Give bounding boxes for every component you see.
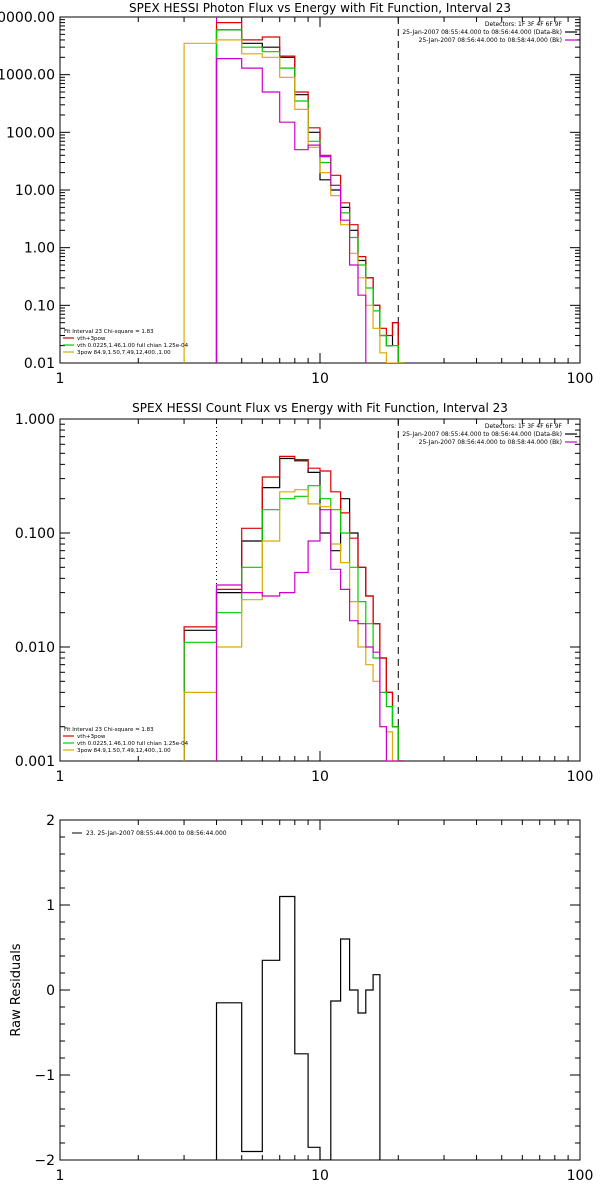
y-tick-label: −1 bbox=[34, 1068, 55, 1084]
y-tick-label: 10000.00 bbox=[0, 10, 55, 26]
fit-legend-line: Fit Interval 23 Chi-square = 1.83 bbox=[64, 329, 154, 335]
fit-legend-line: 3pow 84.9,1.50,7.49,12,400.,1.00 bbox=[77, 748, 171, 754]
y-tick-label: 1.00 bbox=[24, 241, 55, 257]
header-line: 25-Jan-2007 08:55:44.000 to 08:56:44.000… bbox=[402, 29, 562, 36]
fit-legend-line: vth+3pow bbox=[77, 336, 106, 342]
data-layer bbox=[183, 419, 404, 761]
series-line-1 bbox=[215, 895, 381, 1160]
y-tick-label: 10.00 bbox=[15, 183, 55, 199]
x-tick-label: 1 bbox=[56, 1168, 65, 1184]
fit-legend-line: vth 0.0225,1.46,1.00 full chian 1.25e-04 bbox=[77, 343, 189, 349]
y-tick-label: 0.100 bbox=[15, 526, 55, 542]
y-tick-label: 0 bbox=[46, 983, 55, 999]
plot-frame bbox=[59, 16, 581, 364]
y-tick-label: 0.10 bbox=[24, 298, 55, 314]
y-tick-label: 0.010 bbox=[15, 640, 55, 656]
fit-legend-line: Fit Interval 23 Chi-square = 1.83 bbox=[64, 727, 154, 733]
y-tick-label: 0.01 bbox=[24, 356, 55, 372]
x-tick-label: 100 bbox=[567, 769, 594, 785]
chart-panel-2: SPEX HESSI Count Flux vs Energy with Fit… bbox=[15, 401, 593, 785]
chart-panel-1: SPEX HESSI Photon Flux vs Energy with Fi… bbox=[0, 1, 593, 387]
y-tick-label: 1000.00 bbox=[0, 68, 55, 84]
x-tick-label: 100 bbox=[567, 1168, 594, 1184]
x-tick-label: 10 bbox=[311, 371, 329, 387]
data-layer bbox=[183, 17, 404, 363]
header-line: 25-Jan-2007 08:55:44.000 to 08:56:44.000… bbox=[402, 431, 562, 438]
data-layer bbox=[215, 895, 381, 1160]
plot-frame bbox=[59, 819, 581, 1161]
header-line: 25-Jan-2007 08:56:44.000 to 08:58:44.000… bbox=[419, 439, 562, 446]
fit-legend-line: vth 0.0225,1.46,1.00 full chian 1.25e-04 bbox=[77, 741, 189, 747]
series-line-4 bbox=[183, 39, 404, 363]
x-tick-label: 10 bbox=[311, 769, 329, 785]
series-line-5 bbox=[215, 58, 367, 363]
x-tick-label: 1 bbox=[56, 769, 65, 785]
x-tick-label: 10 bbox=[311, 1168, 329, 1184]
chart-title: SPEX HESSI Photon Flux vs Energy with Fi… bbox=[129, 1, 511, 15]
y-tick-label: 1.000 bbox=[15, 412, 55, 428]
header-line: Detectors: 1F 3F 4F 6F 9F bbox=[485, 423, 563, 430]
y-tick-label: 0.001 bbox=[15, 754, 55, 770]
series-line-3 bbox=[215, 29, 404, 363]
chart-title: SPEX HESSI Count Flux vs Energy with Fit… bbox=[132, 401, 508, 415]
y-tick-label: 100.00 bbox=[6, 125, 55, 141]
header-line: 25-Jan-2007 08:56:44.000 to 08:58:44.000… bbox=[419, 37, 562, 44]
series-line-5 bbox=[215, 509, 404, 761]
x-tick-label: 1 bbox=[56, 371, 65, 387]
y-tick-label: 1 bbox=[46, 898, 55, 914]
y-tick-label: 2 bbox=[46, 813, 55, 829]
y-tick-label: −2 bbox=[34, 1153, 55, 1169]
header-line: Detectors: 1F 3F 4F 6F 9F bbox=[485, 21, 563, 28]
fit-legend-line: vth+3pow bbox=[77, 734, 106, 740]
y-axis-label: Raw Residuals bbox=[9, 943, 24, 1036]
series-line-1 bbox=[215, 29, 404, 363]
fit-legend-line: 3pow 84.9,1.50,7.49,12,400.,1.00 bbox=[77, 350, 171, 356]
x-tick-label: 100 bbox=[567, 371, 594, 387]
series-line-2 bbox=[215, 22, 404, 363]
residual-legend: 23. 25-Jan-2007 08:55:44.000 to 08:56:44… bbox=[86, 830, 227, 837]
